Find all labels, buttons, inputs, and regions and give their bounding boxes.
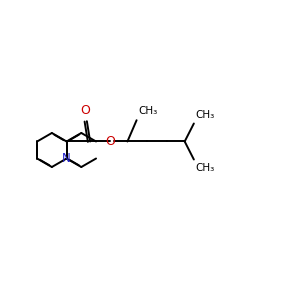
Text: O: O: [106, 135, 116, 148]
Text: N: N: [62, 152, 71, 165]
Text: CH₃: CH₃: [138, 106, 158, 116]
Text: O: O: [80, 104, 90, 117]
Text: CH₃: CH₃: [196, 163, 215, 173]
Text: CH₃: CH₃: [196, 110, 215, 120]
